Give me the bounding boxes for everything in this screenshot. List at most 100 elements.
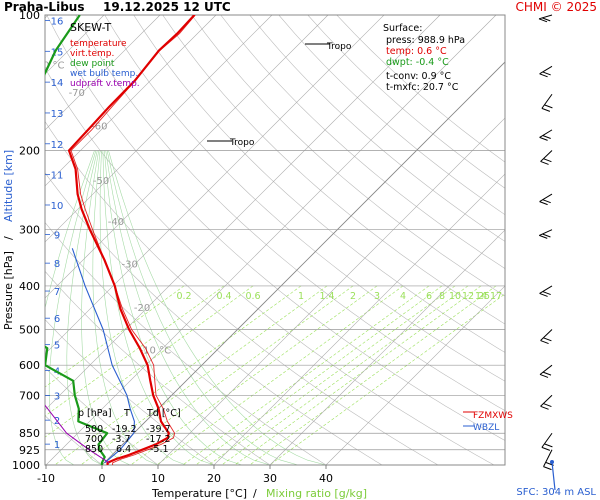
sfc-label: SFC: 304 m ASL bbox=[516, 487, 596, 498]
isotherm-label: -60 bbox=[91, 122, 107, 133]
x-tick-label: 20 bbox=[207, 472, 221, 485]
isotherm-line bbox=[45, 15, 441, 411]
mixing-ratio-label: 0.6 bbox=[245, 291, 260, 302]
surface-tconv: t-conv: 0.9 °C bbox=[386, 71, 451, 82]
mixing-ratio-label: 2 bbox=[350, 291, 356, 302]
legend: SKEW-T temperature virt.temp. dew point … bbox=[70, 21, 140, 89]
y-axis-title-secondary: Altitude [km] bbox=[2, 150, 15, 222]
mixing-ratio-line bbox=[156, 285, 404, 465]
pressure-tick-label: 700 bbox=[19, 389, 40, 402]
altitude-tick-label: 11 bbox=[51, 171, 64, 182]
legend-item-virt-temp: virt.temp. bbox=[70, 49, 114, 59]
isotherm-label: -70 bbox=[69, 88, 85, 99]
wind-barb-shaft bbox=[539, 285, 553, 294]
parcel-line bbox=[45, 404, 110, 464]
mixing-ratio-label: 14 bbox=[475, 291, 487, 302]
dry-adiabat bbox=[162, 15, 505, 325]
wind-barb-flag bbox=[539, 373, 549, 378]
plot-frame bbox=[44, 14, 506, 466]
altitude-tick-label: 14 bbox=[51, 78, 64, 89]
level-markers: FZMXWS WBZL bbox=[463, 411, 513, 433]
isotherm-line bbox=[157, 117, 505, 465]
mixing-ratio-label: 20 bbox=[510, 291, 522, 302]
mixing-ratio-line bbox=[130, 285, 378, 465]
wind-barb-flag bbox=[542, 291, 551, 296]
level-table: p [hPa] T Td [°C] 500 -19.2 -39.7 700 -3… bbox=[78, 408, 181, 455]
surface-title: Surface: bbox=[383, 23, 422, 34]
dry-adiabat bbox=[249, 15, 505, 242]
tropo-lower-label: Tropo bbox=[229, 138, 255, 148]
datetime-title: 19.12.2025 12 UTC bbox=[103, 0, 231, 14]
legend-item-temperature: temperature bbox=[70, 39, 127, 49]
wind-barb-flag bbox=[543, 466, 552, 471]
wind-barb-flag bbox=[538, 18, 548, 23]
tropopause-marks: Tropo Tropo bbox=[207, 42, 352, 148]
wind-barb-flag bbox=[544, 104, 553, 109]
mixing-ratio-line bbox=[221, 285, 469, 465]
tropo-upper-label: Tropo bbox=[326, 42, 352, 52]
wind-barb-shaft bbox=[539, 193, 553, 203]
isotherm-line bbox=[45, 15, 161, 131]
wind-barb-flag bbox=[543, 158, 552, 163]
mixing-ratio-line bbox=[182, 285, 430, 465]
x-tick-label: 40 bbox=[319, 472, 333, 485]
wind-barb-flag bbox=[542, 71, 551, 76]
virtual-temperature-line bbox=[70, 15, 196, 465]
wind-barb-shaft bbox=[540, 150, 553, 162]
surface-tmxfc: t-mxfc: 20.7 °C bbox=[386, 82, 459, 93]
altitude-tick-label: 9 bbox=[54, 230, 60, 241]
mixing-ratio-label: 12 bbox=[462, 291, 474, 302]
wind-barb-shaft bbox=[539, 229, 553, 236]
wbzl-label: WBZL bbox=[473, 423, 499, 433]
wetbulb-line bbox=[71, 248, 135, 464]
mixing-ratio-line bbox=[80, 285, 328, 465]
wind-barb-flag bbox=[539, 201, 548, 206]
x-tick-label: 0 bbox=[99, 472, 106, 485]
wind-barb-flag bbox=[541, 107, 551, 112]
wind-barb-shaft bbox=[543, 449, 553, 467]
legend-item-wet-bulb: wet bulb temp. bbox=[70, 69, 138, 79]
wind-barb-flag bbox=[540, 405, 549, 410]
mixing-ratio-line bbox=[208, 285, 456, 465]
table-cell: 850 bbox=[85, 444, 103, 455]
mixing-ratio-label: 6 bbox=[426, 291, 432, 302]
pressure-tick-label: 500 bbox=[19, 324, 40, 337]
mixing-ratio-line bbox=[106, 285, 354, 465]
altitude-tick-label: 13 bbox=[51, 109, 64, 120]
table-cell: -5.1 bbox=[150, 444, 169, 455]
x-axis-title-secondary: Mixing ratio [g/kg] bbox=[266, 487, 367, 500]
table-header-t: T bbox=[123, 408, 130, 419]
legend-item-updraft: udpraft v.temp. bbox=[70, 79, 140, 89]
isotherm-line bbox=[45, 15, 217, 187]
mixing-ratio-label: 1.4 bbox=[319, 291, 334, 302]
altitude-tick-label: 12 bbox=[51, 140, 64, 151]
surface-temp: temp: 0.6 °C bbox=[386, 46, 447, 57]
dewpoint-line bbox=[45, 15, 109, 465]
wind-barb-flag bbox=[541, 446, 551, 451]
mixing-ratio-label: 17 bbox=[490, 291, 502, 302]
mixing-ratio-line bbox=[249, 285, 497, 465]
wind-barb-shaft bbox=[539, 364, 553, 375]
x-tick-label: 30 bbox=[263, 472, 277, 485]
table-cell: 500 bbox=[85, 424, 103, 435]
dry-adiabat bbox=[336, 15, 505, 163]
wind-barb-shaft bbox=[541, 432, 553, 448]
pressure-tick-labels: 100 200 300 400 500 600 700 850 925 1000 bbox=[12, 9, 40, 472]
table-header-td: Td [°C] bbox=[146, 408, 181, 419]
mixing-ratio-label: 0.2 bbox=[176, 291, 191, 302]
isotherm-label: -30 bbox=[121, 259, 137, 270]
fzmxws-label: FZMXWS bbox=[473, 411, 513, 421]
dry-adiabat bbox=[220, 15, 505, 269]
pressure-tick-label: 925 bbox=[19, 444, 40, 457]
isotherm-zero bbox=[101, 61, 505, 465]
mixing-ratio-label: 3 bbox=[374, 291, 380, 302]
wind-barb-flag bbox=[542, 199, 551, 204]
altitude-tick-label: 7 bbox=[54, 287, 60, 298]
wind-barb-shaft bbox=[539, 129, 553, 138]
pressure-tick-label: 850 bbox=[19, 427, 40, 440]
wind-barb-flag bbox=[542, 17, 551, 22]
y-axis-title: Pressure [hPa] bbox=[2, 251, 15, 330]
mixing-ratio-line bbox=[45, 285, 254, 438]
